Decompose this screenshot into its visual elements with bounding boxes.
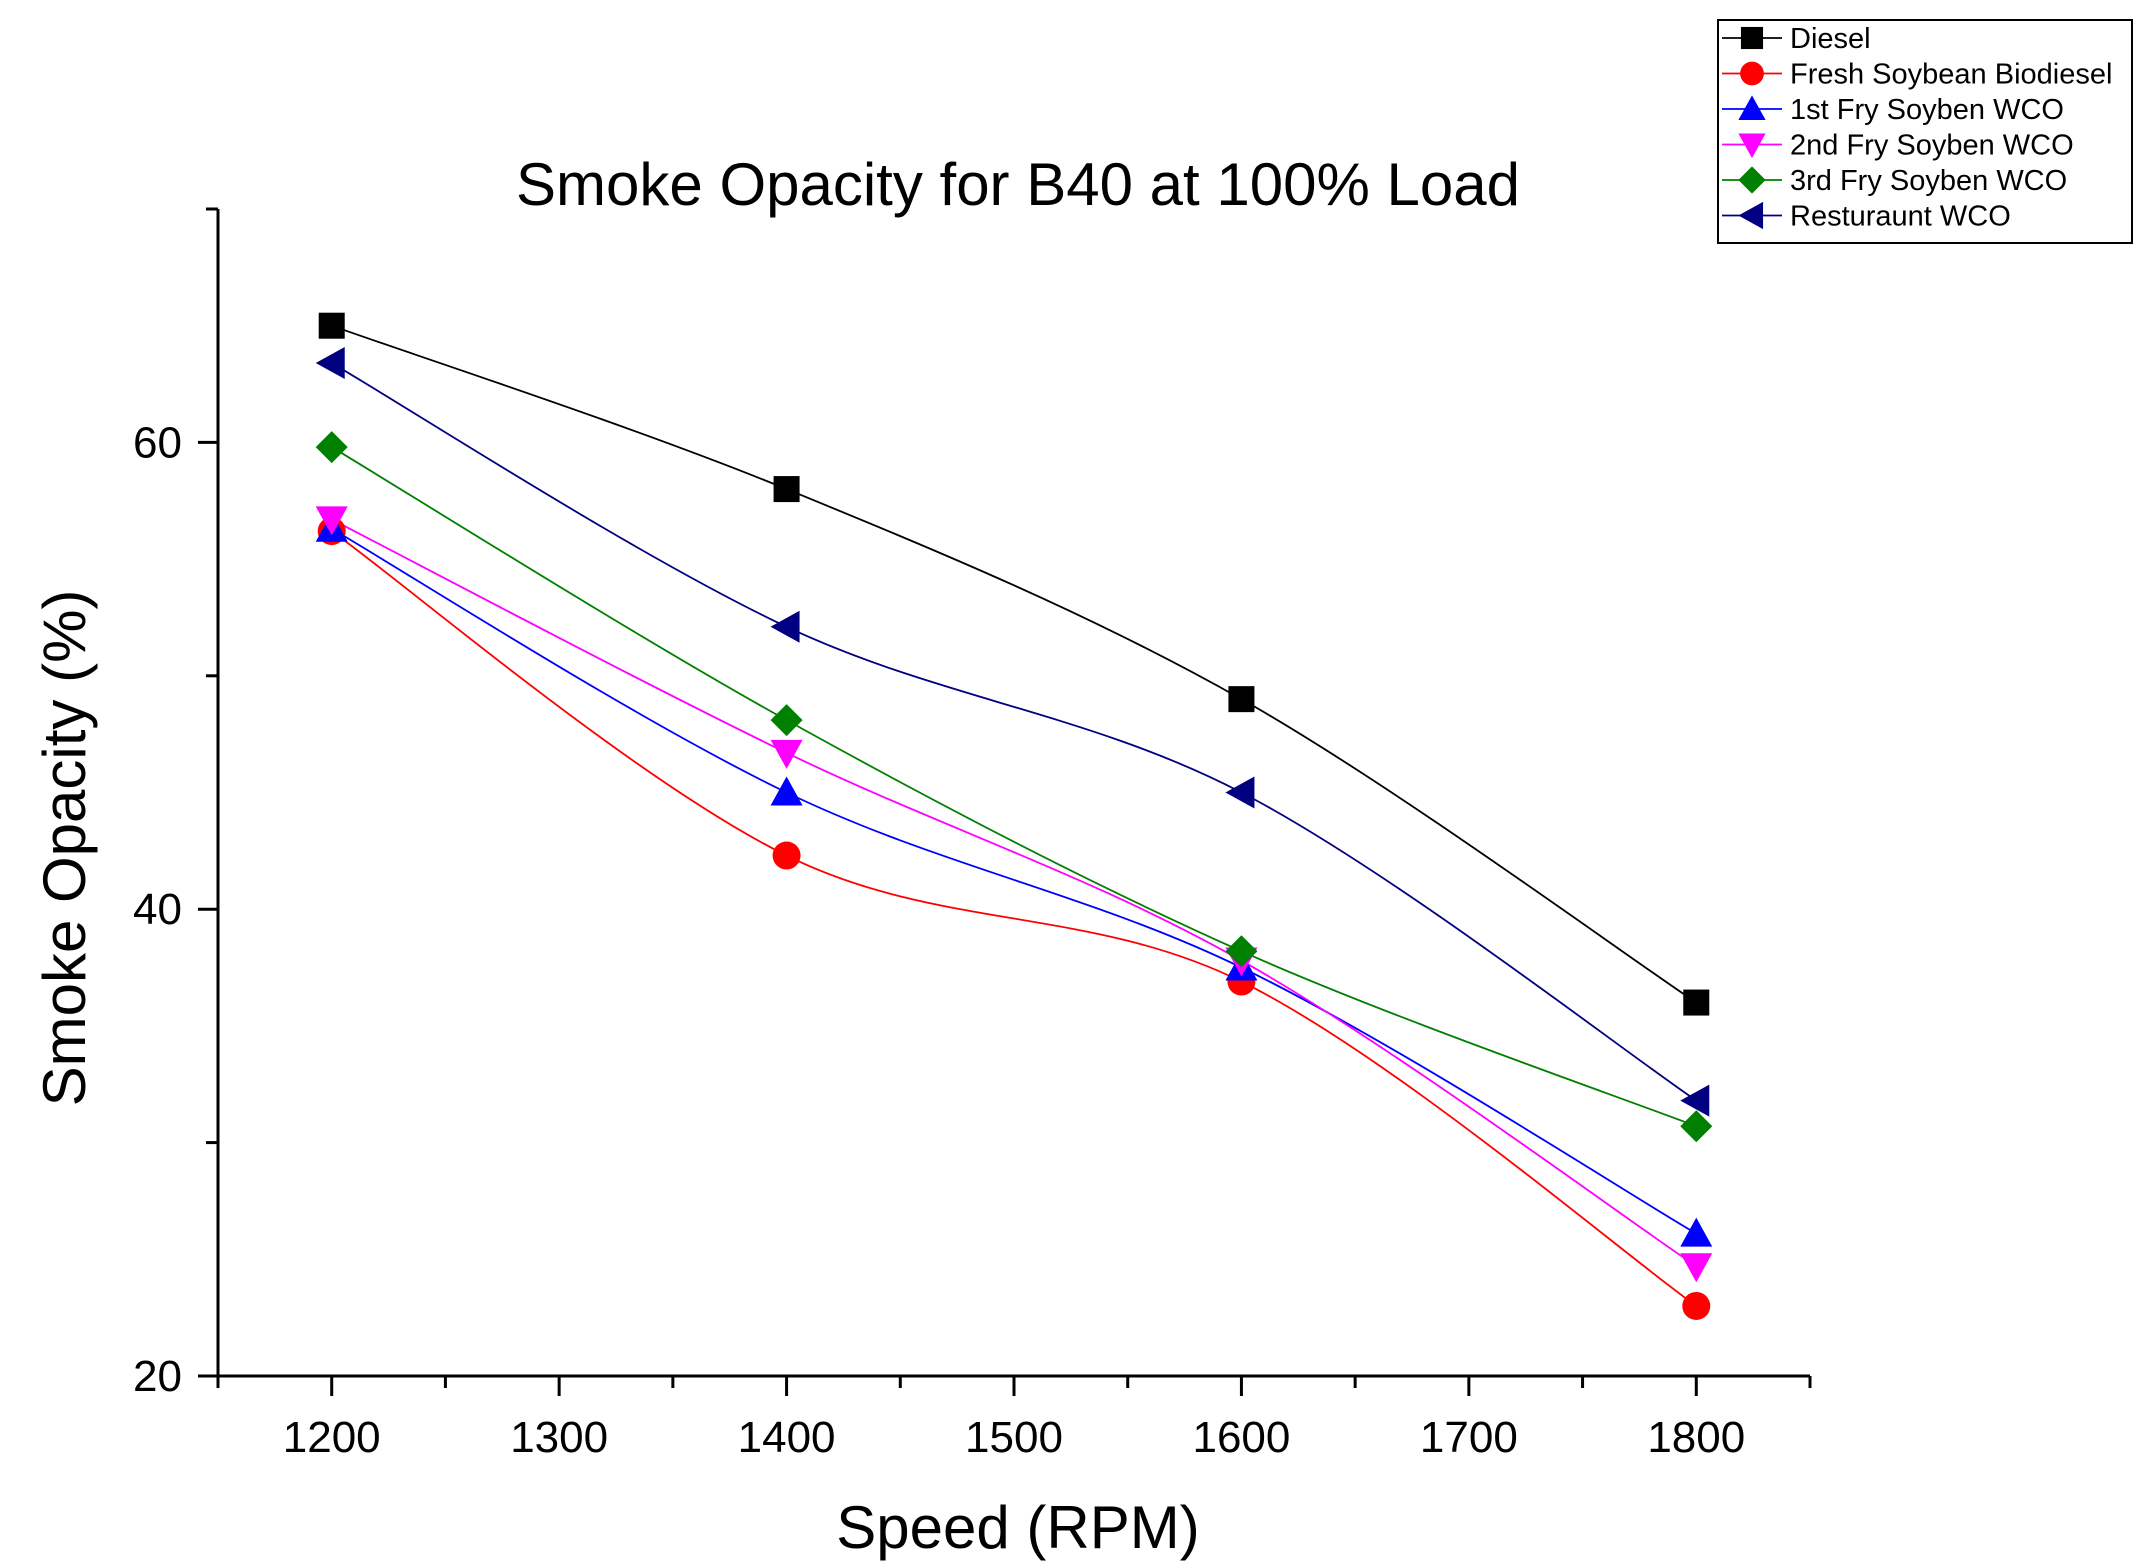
series-group [315,312,1713,1320]
chart-title: Smoke Opacity for B40 at 100% Load [516,151,1520,218]
series-line-0 [331,324,1697,1004]
x-tick-label: 1600 [1192,1413,1290,1462]
data-point-4 [1225,935,1258,968]
x-tick-label: 1300 [510,1413,608,1462]
legend-label-2: 1st Fry Soyben WCO [1790,94,2064,126]
data-point-2 [770,776,803,806]
data-point-0 [1683,989,1710,1016]
data-point-5 [1680,1084,1710,1117]
legend-label-0: Diesel [1790,23,1871,55]
legend-marker-1 [1740,61,1764,86]
data-point-4 [1680,1110,1713,1143]
data-point-2 [1680,1217,1713,1247]
data-point-4 [315,431,348,464]
legend-marker-0 [1740,26,1764,50]
axes: 1200 1300 1400 1500 1600 1700 1800 20 40 60 [133,207,1812,1462]
legend-label-4: 3rd Fry Soyben WCO [1790,165,2067,197]
data-point-0 [1228,686,1255,713]
data-point-5 [1225,776,1255,809]
data-point-5 [315,347,345,380]
legend-marker-3 [1738,133,1766,159]
legend-marker-2 [1738,95,1766,121]
data-point-1 [1682,1291,1711,1320]
data-point-1 [772,841,801,870]
data-point-5 [770,610,800,643]
x-tick-label: 1700 [1420,1413,1518,1462]
legend-marker-5 [1738,201,1764,230]
x-tick-label: 1200 [283,1413,381,1462]
legend-label-5: Resturaunt WCO [1790,201,2011,233]
series-line-1 [331,530,1697,1307]
data-point-4 [770,704,803,737]
series-line-4 [331,446,1697,1128]
series-line-2 [331,527,1697,1235]
legend-label-1: Fresh Soybean Biodiesel [1790,59,2112,91]
data-point-3 [1680,1253,1713,1283]
series-line-3 [331,518,1697,1268]
data-point-3 [770,739,803,769]
legend-label-3: 2nd Fry Soyben WCO [1790,130,2074,162]
y-tick-label: 20 [133,1352,182,1401]
x-axis-label: Speed (RPM) [836,1494,1199,1561]
x-tick-label: 1800 [1647,1413,1745,1462]
data-point-3 [315,506,348,536]
y-tick-label: 40 [133,885,182,934]
series-line-5 [331,362,1697,1102]
legend-box [1717,19,2133,244]
data-point-0 [318,312,345,339]
y-tick-label: 60 [133,418,182,467]
x-tick-label: 1400 [738,1413,836,1462]
x-tick-label: 1500 [965,1413,1063,1462]
y-axis-label: Smoke Opacity (%) [31,590,98,1107]
data-point-0 [773,476,800,503]
